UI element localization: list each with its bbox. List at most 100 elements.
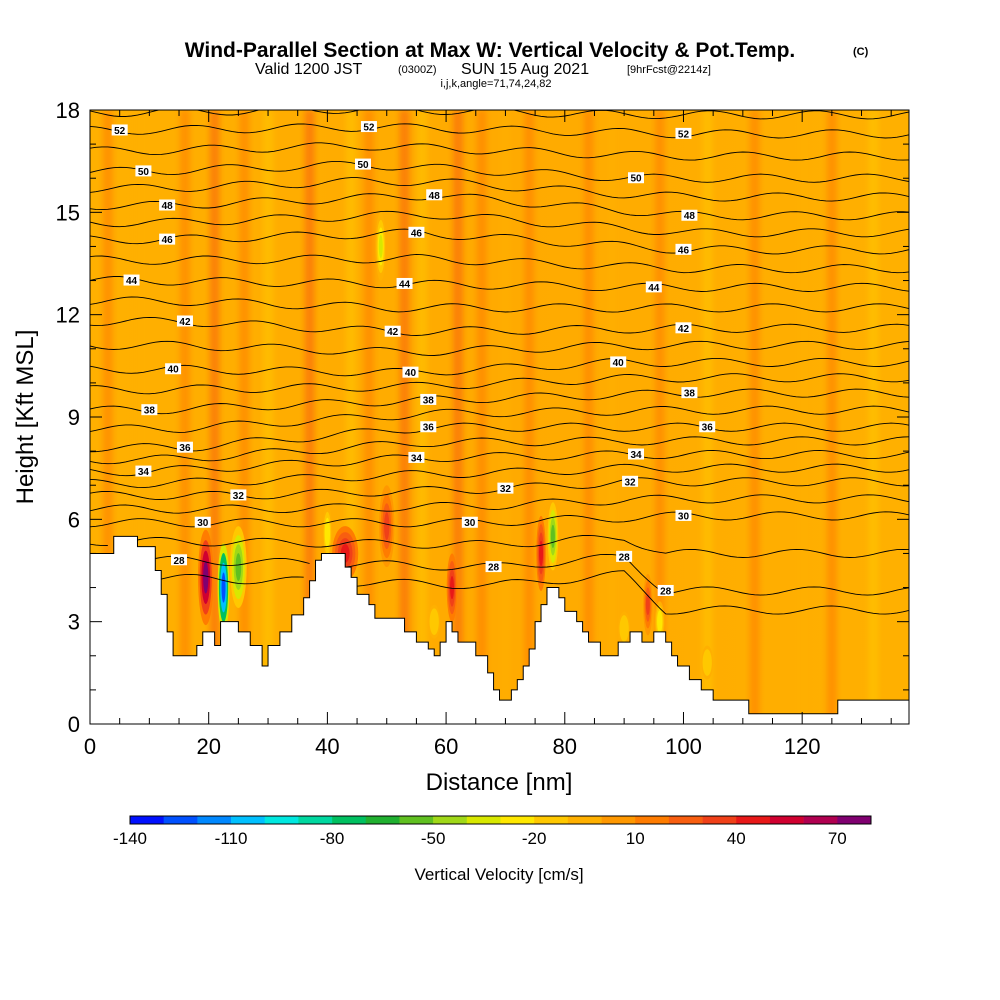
theta-contour-line bbox=[90, 357, 909, 377]
theta-contour-label: 28 bbox=[171, 554, 188, 567]
velocity-streak bbox=[452, 110, 463, 724]
svg-text:40: 40 bbox=[613, 358, 625, 369]
chart-subtitle-valid: Valid 1200 JST bbox=[255, 61, 363, 78]
colorbar-tick-label: -110 bbox=[215, 829, 248, 848]
theta-contour-label: 44 bbox=[123, 274, 140, 287]
colorbar-swatch bbox=[197, 816, 232, 824]
theta-contour-label: 28 bbox=[657, 584, 674, 597]
x-tick-label: 0 bbox=[84, 734, 96, 759]
colorbar-swatch bbox=[163, 816, 198, 824]
theta-contour-label: 42 bbox=[675, 322, 692, 335]
colorbar-tick-label: 70 bbox=[828, 829, 847, 848]
theta-contour-line bbox=[90, 276, 909, 292]
theta-contour-label: 30 bbox=[461, 516, 478, 529]
svg-text:42: 42 bbox=[179, 317, 191, 328]
theta-contour-label: 48 bbox=[159, 199, 176, 212]
velocity-streak bbox=[749, 110, 760, 724]
theta-contour-line bbox=[161, 570, 909, 615]
velocity-core bbox=[384, 512, 390, 541]
plot-area: 52 52 52 50 50 50 48 48 48 46 46 46 44 44 44 42 42 42 40 40… bbox=[90, 110, 909, 724]
colorbar-swatch bbox=[500, 816, 535, 824]
theta-contour-line bbox=[90, 228, 909, 255]
velocity-streak bbox=[583, 110, 594, 724]
velocity-streak bbox=[868, 110, 879, 724]
velocity-core bbox=[378, 234, 383, 259]
theta-contour-line bbox=[90, 511, 909, 528]
theta-contour-label: 34 bbox=[408, 451, 425, 464]
theta-contour-label: 48 bbox=[681, 209, 698, 222]
theta-contour-label: 52 bbox=[675, 127, 692, 140]
colorbar-swatch bbox=[264, 816, 299, 824]
svg-text:48: 48 bbox=[684, 211, 696, 222]
svg-text:38: 38 bbox=[423, 395, 435, 406]
velocity-streak bbox=[399, 110, 410, 724]
colorbar-tick-label: -20 bbox=[522, 829, 547, 848]
svg-text:48: 48 bbox=[429, 191, 441, 202]
theta-contour-label: 52 bbox=[360, 121, 377, 134]
colorbar-title: Vertical Velocity [cm/s] bbox=[414, 865, 583, 884]
colorbar-swatch bbox=[332, 816, 367, 824]
svg-text:42: 42 bbox=[678, 324, 690, 335]
colorbar-swatch bbox=[298, 816, 333, 824]
theta-contour-label: 38 bbox=[681, 387, 698, 400]
velocity-streak bbox=[797, 110, 808, 724]
theta-contour-label: 40 bbox=[402, 366, 419, 379]
x-tick-label: 100 bbox=[665, 734, 702, 759]
theta-contour-label: 36 bbox=[176, 441, 193, 454]
svg-text:46: 46 bbox=[678, 245, 690, 256]
theta-contour-label: 42 bbox=[176, 315, 193, 328]
svg-text:40: 40 bbox=[168, 365, 180, 376]
theta-contour-label: 50 bbox=[355, 158, 371, 171]
theta-contour-label: 46 bbox=[675, 243, 692, 256]
chart-subtitle-date: SUN 15 Aug 2021 bbox=[461, 61, 589, 78]
y-tick-label: 0 bbox=[68, 712, 80, 737]
theta-contour-label: 38 bbox=[141, 404, 158, 417]
svg-text:34: 34 bbox=[411, 453, 423, 464]
y-tick-label: 6 bbox=[68, 507, 80, 532]
y-axis-title: Height [Kft MSL] bbox=[12, 330, 39, 505]
chart-title: Wind-Parallel Section at Max W: Vertical… bbox=[185, 39, 796, 62]
svg-text:36: 36 bbox=[423, 423, 435, 434]
theta-contour-line bbox=[90, 160, 909, 183]
colorbar-swatch bbox=[365, 816, 400, 824]
svg-text:28: 28 bbox=[173, 556, 185, 567]
velocity-core bbox=[645, 594, 650, 616]
colorbar-swatch bbox=[130, 816, 164, 824]
svg-text:46: 46 bbox=[411, 228, 423, 239]
colorbar-tick-label: 40 bbox=[727, 829, 746, 848]
velocity-core bbox=[235, 553, 242, 582]
svg-text:44: 44 bbox=[126, 276, 138, 287]
velocity-core bbox=[203, 561, 209, 594]
theta-contour-label: 28 bbox=[616, 550, 633, 563]
terrain-mask bbox=[90, 535, 909, 724]
svg-text:52: 52 bbox=[678, 129, 690, 140]
velocity-core bbox=[450, 575, 455, 600]
colorbar-tick-label: -140 bbox=[113, 829, 147, 848]
theta-contour-label: 30 bbox=[194, 516, 211, 529]
theta-contour-label: 36 bbox=[699, 421, 716, 434]
x-tick-label: 120 bbox=[784, 734, 821, 759]
colorbar-tick-label: 10 bbox=[626, 829, 645, 848]
theta-contour-label: 40 bbox=[165, 363, 182, 376]
theta-contour-label: 32 bbox=[230, 489, 247, 502]
velocity-streaks bbox=[102, 110, 879, 724]
theta-contour-label: 30 bbox=[675, 509, 692, 522]
velocity-streak bbox=[132, 110, 143, 724]
colorbar-swatch bbox=[837, 816, 872, 824]
chart-title-unit: (C) bbox=[853, 46, 869, 58]
svg-text:36: 36 bbox=[702, 423, 714, 434]
x-tick-label: 80 bbox=[553, 734, 577, 759]
colorbar-swatch bbox=[231, 816, 266, 824]
svg-text:38: 38 bbox=[684, 389, 696, 400]
svg-text:32: 32 bbox=[500, 484, 512, 495]
svg-text:44: 44 bbox=[648, 283, 660, 294]
theta-contour-label: 48 bbox=[426, 189, 443, 202]
y-tick-label: 15 bbox=[56, 200, 80, 225]
theta-contour-line bbox=[90, 449, 909, 477]
theta-contour-line bbox=[90, 388, 909, 415]
svg-text:34: 34 bbox=[138, 467, 150, 478]
colorbar-swatch bbox=[399, 816, 434, 824]
theta-contour-line bbox=[90, 422, 909, 453]
svg-text:30: 30 bbox=[678, 511, 690, 522]
theta-contour-label: 34 bbox=[628, 448, 644, 461]
